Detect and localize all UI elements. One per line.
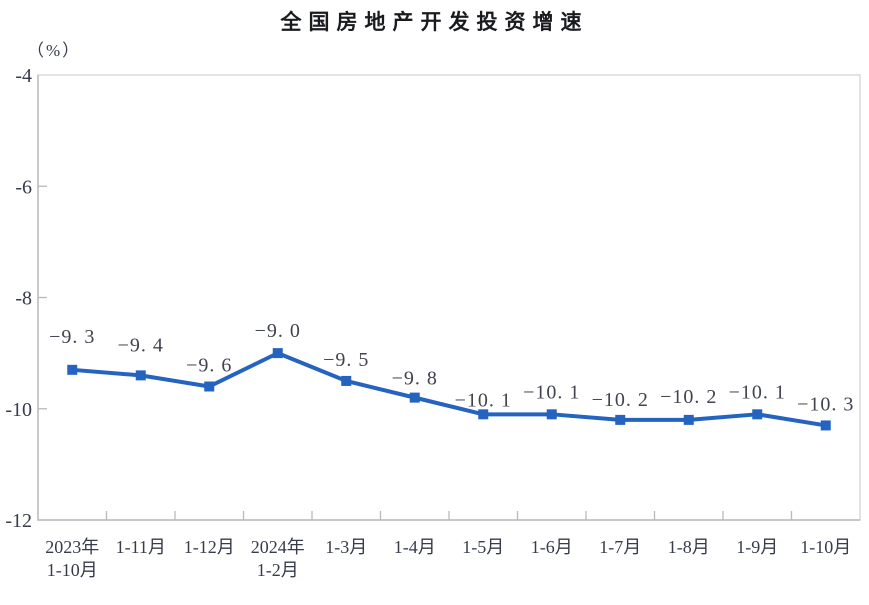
data-point-label: −10. 1 <box>455 389 512 411</box>
data-point-label: −10. 1 <box>729 381 786 403</box>
y-axis-tick-label: -6 <box>15 176 32 198</box>
x-axis-category-label: 1-12月 <box>184 537 235 557</box>
x-axis-category-label: 1-9月 <box>736 537 778 557</box>
data-point-marker <box>752 409 763 420</box>
data-point-marker <box>135 370 146 381</box>
data-point-label: −10. 1 <box>523 381 580 403</box>
data-point-marker <box>409 392 420 403</box>
data-point-label: −9. 3 <box>49 326 95 348</box>
x-axis-category-label: 1-4月 <box>394 537 436 557</box>
y-axis-tick-label: -12 <box>5 510 32 532</box>
data-point-label: −10. 2 <box>592 389 649 411</box>
data-point-label: −9. 8 <box>392 368 438 390</box>
data-point-label: −10. 2 <box>660 386 717 408</box>
data-point-marker <box>615 414 626 425</box>
chart-title: 全国房地产开发投资增速 <box>280 11 589 34</box>
x-axis-category-label: 1-10月 <box>800 537 851 557</box>
data-series-line <box>70 351 828 428</box>
data-point-label: −10. 3 <box>797 393 854 415</box>
x-axis-category-label: 1-8月 <box>668 537 710 557</box>
y-axis-unit-label: （%） <box>27 41 82 60</box>
data-point-marker <box>546 409 557 420</box>
data-point-marker <box>683 414 694 425</box>
x-axis-category-label: 1-5月 <box>462 537 504 557</box>
data-point-marker <box>341 375 352 386</box>
data-point-label: −9. 4 <box>118 334 164 356</box>
data-point-label: −9. 6 <box>186 355 232 377</box>
y-axis-tick-label: -8 <box>15 288 32 310</box>
data-point-label: −9. 0 <box>255 320 301 342</box>
data-point-marker <box>272 348 283 359</box>
x-axis-category-label: 1-11月 <box>116 537 166 557</box>
data-point-marker <box>478 409 489 420</box>
data-point-marker <box>820 420 831 431</box>
x-axis-category-label: 1-3月 <box>325 537 367 557</box>
x-axis-category-label: 2024年 1-2月 <box>251 537 305 580</box>
data-point-marker <box>67 364 78 375</box>
plot-border <box>37 74 861 521</box>
y-axis-tick-label: -10 <box>5 399 32 421</box>
x-axis-category-label: 1-7月 <box>599 537 641 557</box>
data-point-label: −9. 5 <box>323 349 369 371</box>
x-axis-category-label: 2023年 1-10月 <box>45 537 99 580</box>
axis-lines <box>37 75 860 521</box>
data-point-marker <box>204 381 215 392</box>
x-axis-category-label: 1-6月 <box>531 537 573 557</box>
y-axis-tick-label: -4 <box>15 65 32 87</box>
